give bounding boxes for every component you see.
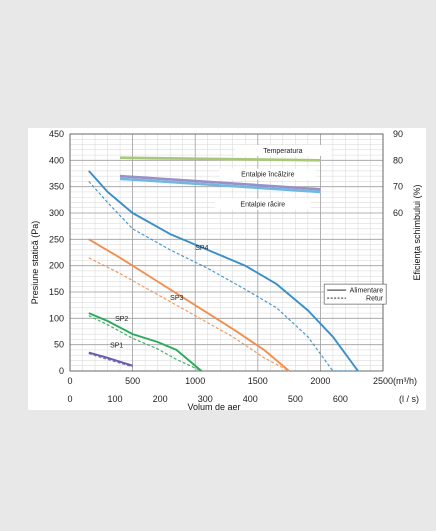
x-tick-label: 2000	[310, 376, 330, 386]
y2-axis-title: Eficiența schimbului (%)	[412, 184, 422, 280]
series-SP4-return	[88, 181, 358, 372]
series-SP2-supply	[88, 312, 203, 372]
x2-tick-label: 400	[243, 394, 258, 404]
y-axis-title: Presiune statică (Pa)	[30, 221, 40, 305]
y-tick-label: 250	[49, 234, 64, 244]
series-Entalpie încălzire-return	[120, 175, 321, 191]
annotation-bg	[234, 144, 331, 156]
y2-tick-label: 60	[393, 208, 403, 218]
series-SP2-return	[88, 315, 202, 372]
series-Temperatura-return	[120, 156, 321, 162]
annotation-bg	[214, 198, 311, 210]
series-SP1-return	[88, 353, 133, 368]
legend-box	[323, 283, 387, 305]
x-axis-title: Volum de aer	[187, 402, 240, 410]
y-tick-label: 100	[49, 313, 64, 323]
x-tick-label: 0	[67, 376, 72, 386]
legend-label: Retur	[366, 296, 384, 303]
series-SP3-supply	[88, 238, 290, 372]
x-tick-label: 1000	[185, 376, 205, 386]
y-tick-label: 50	[54, 340, 64, 350]
annotation-label: Temperatura	[263, 148, 302, 155]
x-unit-secondary: (l / s)	[399, 394, 419, 404]
annotation-label: Entalpie încălzire	[241, 172, 294, 179]
x-unit-primary: (m³/h)	[393, 376, 417, 386]
x2-tick-label: 500	[288, 394, 303, 404]
grid	[69, 133, 384, 372]
series-SP1-supply	[88, 351, 133, 367]
y-tick-label: 0	[59, 366, 64, 376]
x2-tick-label: 200	[153, 394, 168, 404]
series-Entalpie răcire-return	[120, 177, 321, 193]
annotation-bg	[219, 168, 316, 180]
series-label-SP2: SP2	[115, 316, 128, 323]
x2-tick-label: 100	[108, 394, 123, 404]
series-label-SP1: SP1	[110, 342, 123, 349]
chart-frame: 0 50 100 150 200 250 300 350 400 450 60 70 80 90 0 500 1…	[28, 128, 426, 410]
y-tick-label: 400	[49, 155, 64, 165]
y-tick-label: 150	[49, 287, 64, 297]
x2-tick-label: 600	[333, 394, 348, 404]
x-tick-label: 1500	[248, 376, 268, 386]
x-tick-label: 2500	[373, 376, 393, 386]
y-tick-label: 350	[49, 182, 64, 192]
y2-tick-label: 90	[393, 129, 403, 139]
legend-label: Alimentare	[350, 288, 384, 295]
plot-border	[69, 133, 384, 372]
series-SP3-return	[88, 257, 290, 372]
y-tick-label: 450	[49, 129, 64, 139]
series-label-SP3: SP3	[170, 295, 183, 302]
y-tick-label: 300	[49, 208, 64, 218]
y-tick-label: 200	[49, 261, 64, 271]
y2-tick-label: 80	[393, 155, 403, 165]
series-SP4-supply	[88, 170, 359, 372]
curves	[88, 156, 359, 372]
y2-tick-label: 70	[393, 182, 403, 192]
x-tick-label: 500	[125, 376, 140, 386]
annotation-label: Entalpie răcire	[240, 202, 285, 209]
x2-tick-label: 0	[67, 394, 72, 404]
series-label-SP4: SP4	[195, 245, 208, 252]
x2-tick-label: 300	[198, 394, 213, 404]
